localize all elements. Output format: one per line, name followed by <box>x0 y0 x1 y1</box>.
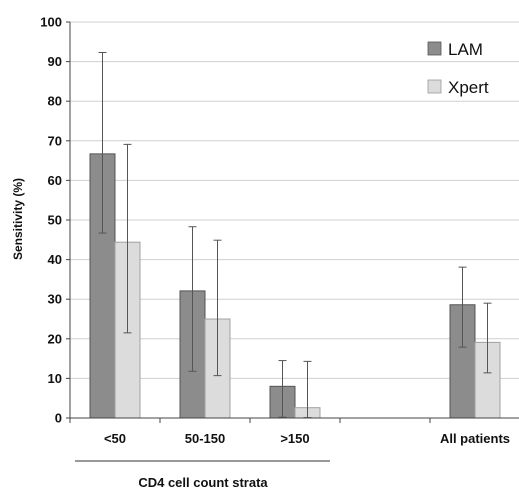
legend-swatch-lam <box>427 41 442 56</box>
y-tick-label: 0 <box>55 411 62 426</box>
y-tick-label: 40 <box>48 252 62 267</box>
legend-label-xpert: Xpert <box>448 78 489 97</box>
y-tick-label: 10 <box>48 371 62 386</box>
gridlines <box>70 21 519 379</box>
y-tick-label: 60 <box>48 173 62 188</box>
group-label: CD4 cell count strata <box>138 475 268 490</box>
y-tick-label: 30 <box>48 292 62 307</box>
x-tick-label: <50 <box>104 431 126 446</box>
x-tick-label: All patients <box>440 431 510 446</box>
y-axis-label: Sensitivity (%) <box>11 178 25 260</box>
x-tick-label: 50-150 <box>185 431 225 446</box>
bars <box>89 51 501 419</box>
x-tick-label: >150 <box>280 431 309 446</box>
y-tick-label: 90 <box>48 54 62 69</box>
legend-swatch-xpert <box>427 79 442 94</box>
legend: LAM Xpert <box>427 40 489 97</box>
y-tick-label: 50 <box>48 213 62 228</box>
y-tick-label: 20 <box>48 331 62 346</box>
legend-label-lam: LAM <box>448 40 483 59</box>
axes: 0 10 20 30 40 50 60 70 80 90 100 <50 50-150 >150 All p… <box>40 15 519 446</box>
y-tick-label: 80 <box>48 94 62 109</box>
y-tick-label: 70 <box>48 133 62 148</box>
y-tick-label: 100 <box>40 15 62 30</box>
